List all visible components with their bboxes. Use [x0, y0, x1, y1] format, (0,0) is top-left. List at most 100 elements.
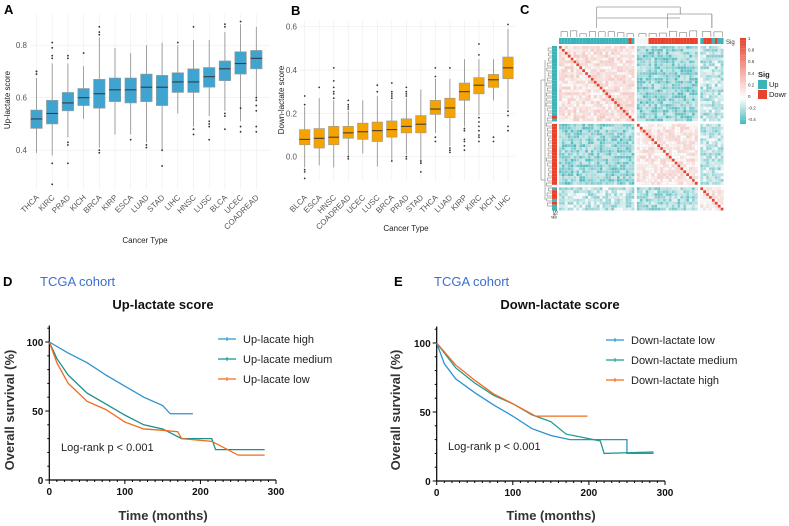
- heatmap-cell: [648, 54, 652, 58]
- heatmap-cell: [720, 161, 724, 165]
- heatmap-cell: [636, 161, 640, 165]
- heatmap-cell: [654, 63, 658, 67]
- heatmap-cell: [665, 195, 669, 200]
- heatmap-cell: [605, 187, 609, 191]
- heatmap-cell: [573, 164, 577, 168]
- heatmap-cell: [570, 178, 574, 183]
- heatmap-cell: [616, 138, 621, 142]
- heatmap-cell: [717, 115, 721, 119]
- row-annotation-cell: [552, 170, 557, 174]
- heatmap-cell: [703, 138, 707, 142]
- heatmap-cell: [602, 144, 606, 148]
- heatmap-cell: [558, 173, 563, 177]
- heatmap-cell: [561, 158, 565, 162]
- outlier-point: [332, 90, 335, 93]
- heatmap-cell: [665, 193, 669, 197]
- heatmap-cell: [703, 103, 707, 108]
- heatmap-cell: [631, 178, 635, 183]
- heatmap-cell: [665, 158, 669, 162]
- heatmap-cell: [708, 103, 713, 108]
- heatmap-cell: [605, 135, 609, 139]
- heatmap-cell: [677, 158, 681, 162]
- heatmap-cell: [645, 144, 649, 148]
- heatmap-cell: [720, 57, 724, 61]
- heatmap-cell: [648, 92, 652, 96]
- heatmap-cell: [645, 187, 649, 191]
- heatmap-cell: [622, 45, 626, 50]
- heatmap-cell: [582, 98, 586, 102]
- heatmap-cell: [686, 71, 690, 76]
- heatmap-cell: [619, 201, 623, 205]
- column-annotation-cell: [720, 38, 724, 44]
- heatmap-cell: [642, 181, 646, 185]
- column-annotation-cell: [654, 38, 658, 44]
- heatmap-cell: [688, 83, 693, 87]
- heatmap-cell: [691, 176, 696, 180]
- heatmap-cell: [659, 164, 664, 168]
- heatmap-cell: [576, 126, 580, 130]
- heatmap-cell: [579, 95, 583, 99]
- heatmap-cell: [613, 178, 618, 183]
- heatmap-cell: [628, 60, 632, 64]
- heatmap-cell: [619, 60, 623, 64]
- heatmap-cell: [636, 195, 640, 200]
- heatmap-cell: [700, 71, 704, 76]
- heatmap-cell: [596, 155, 600, 159]
- outlier-point: [449, 151, 451, 154]
- heatmap-cell: [579, 69, 583, 73]
- heatmap-cell: [564, 103, 568, 108]
- heatmap-cell: [694, 198, 698, 202]
- heatmap-cell: [720, 138, 724, 142]
- heatmap-cell: [587, 98, 592, 102]
- heatmap-cell: [705, 167, 710, 171]
- heatmap-cell: [593, 207, 597, 211]
- heatmap-cell: [567, 167, 571, 171]
- heatmap-cell: [608, 48, 612, 52]
- heatmap-cell: [651, 48, 655, 52]
- heatmap-cell: [674, 126, 678, 130]
- heatmap-cell: [590, 138, 594, 142]
- heatmap-cell: [668, 109, 672, 113]
- column-annotation-cell: [608, 38, 612, 44]
- heatmap-cell: [625, 74, 629, 79]
- heatmap-cell: [708, 132, 713, 136]
- heatmap-cell: [599, 80, 603, 84]
- heatmap-cell: [625, 181, 629, 185]
- heatmap-cell: [700, 152, 704, 156]
- row-annotation-cell: [552, 101, 557, 104]
- heatmap-cell: [613, 74, 618, 79]
- heatmap-cell: [648, 77, 652, 81]
- heatmap-cell: [605, 198, 609, 202]
- heatmap-cell: [619, 51, 623, 55]
- heatmap-cell: [639, 144, 643, 148]
- heatmap-cell: [567, 77, 571, 81]
- heatmap-cell: [668, 106, 672, 110]
- heatmap-cell: [602, 198, 606, 202]
- heatmap-cell: [579, 135, 583, 139]
- heatmap-cell: [593, 69, 597, 73]
- heatmap-cell: [636, 187, 640, 191]
- heatmap-cell: [619, 95, 623, 99]
- heatmap-cell: [683, 89, 687, 93]
- heatmap-cell: [708, 178, 713, 183]
- heatmap-cell: [639, 92, 643, 96]
- box: [46, 100, 59, 125]
- heatmap-cell: [688, 66, 693, 70]
- heatmap-cell: [705, 170, 710, 174]
- row-annotation-cell: [552, 196, 557, 199]
- heatmap-cell: [576, 187, 580, 191]
- heatmap-cell: [582, 83, 586, 87]
- heatmap-cell: [648, 152, 652, 156]
- y-tick-label: 100: [27, 338, 44, 349]
- heatmap-cell: [691, 173, 696, 177]
- heatmap-cell: [694, 132, 698, 136]
- heatmap-cell: [573, 176, 577, 180]
- heatmap-cell: [686, 167, 690, 171]
- heatmap-cell: [691, 207, 696, 211]
- heatmap-cell: [654, 170, 658, 174]
- heatmap-cell: [573, 57, 577, 61]
- heatmap-cell: [683, 51, 687, 55]
- heatmap-cell: [587, 106, 592, 110]
- heatmap-cell: [590, 118, 594, 122]
- heatmap-cell: [705, 66, 710, 70]
